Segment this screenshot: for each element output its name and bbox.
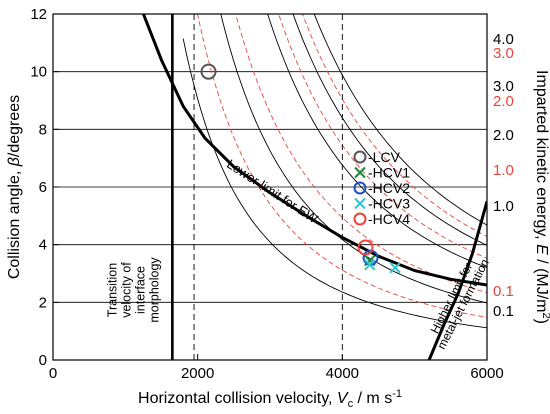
lower-limit-curve <box>142 14 487 287</box>
legend-label-HCV3: -HCV3 <box>368 196 410 212</box>
y-tick-label-0: 0 <box>39 352 47 369</box>
energy-label-2.0-black: 2.0 <box>493 127 514 144</box>
energy-contour-0.1-black <box>182 38 487 329</box>
point-LCV-0 <box>200 63 217 80</box>
energy-label-1.0-red: 1.0 <box>493 162 514 179</box>
energy-label-3.0-black: 3.0 <box>493 78 514 95</box>
energy-label-4.0-black: 4.0 <box>493 31 514 48</box>
energy-label-2.0-red: 2.0 <box>493 93 514 110</box>
y-axis-label: Collision angle, β/degrees <box>6 95 23 279</box>
energy-contour-2.0-black <box>267 14 487 269</box>
x-axis-label: Horizontal collision velocity, Vc / m s-… <box>138 388 402 409</box>
energy-label-0.1-red: 0.1 <box>493 283 514 300</box>
gridlines <box>53 71 487 303</box>
legend-marker-HCV3 <box>354 197 366 210</box>
y-tick-label-10: 10 <box>30 64 47 81</box>
data-points <box>200 63 401 274</box>
energy-contour-3.0-red <box>301 14 487 237</box>
y-tick-label-8: 8 <box>39 121 47 138</box>
x-tick-label-0: 0 <box>49 365 57 382</box>
energy-contour-0.1-red <box>197 14 487 318</box>
transition-label-line-4: morphology <box>147 257 161 323</box>
legend-label-HCV4: -HCV4 <box>368 211 410 227</box>
y-tick-label-2: 2 <box>39 294 47 311</box>
x-tick-label-4000: 4000 <box>326 365 359 382</box>
higher-limit-curve <box>427 200 487 360</box>
x-tick-label-2000: 2000 <box>181 365 214 382</box>
y-tick-label-12: 12 <box>30 6 47 23</box>
legend-label-LCV: -LCV <box>368 149 401 165</box>
lower-limit-label: Lower limit for EW <box>224 156 321 226</box>
energy-contour-2.0-red <box>278 14 487 259</box>
legend-label-HCV1: -HCV1 <box>368 165 410 181</box>
axes: 0 2000 4000 6000 0 2 4 6 8 10 12 Horizontal collisi… <box>6 6 550 410</box>
right-axis-label: Imparted kinetic energy, E / (MJ/m2) <box>533 70 550 324</box>
legend-marker-HCV1-b <box>354 166 366 179</box>
legend-marker-HCV3-b <box>354 197 366 210</box>
legend-marker-HCV4 <box>353 212 367 226</box>
transition-label-line-1: Transition <box>105 263 119 317</box>
transition-label-line-2: velocity of <box>119 262 133 318</box>
legend-marker-HCV2 <box>353 181 367 195</box>
energy-contour-1.0-black <box>220 14 487 304</box>
point-HCV4-0 <box>357 239 374 256</box>
energy-contour-4.0-black <box>313 14 487 226</box>
energy-label-0.1-black: 0.1 <box>493 303 514 320</box>
vertical-reference-lines <box>171 14 343 360</box>
legend: -LCV-HCV1-HCV2-HCV3-HCV4 <box>353 149 410 227</box>
y-tick-label-4: 4 <box>39 237 47 254</box>
energy-label-3.0-red: 3.0 <box>493 45 514 62</box>
energy-contour-3.0-black <box>292 14 487 246</box>
x-tick-label-6000: 6000 <box>470 365 503 382</box>
limit-curves <box>142 14 487 360</box>
point-HCV3-0 <box>364 259 376 271</box>
point-HCV3-stroke-b <box>389 262 401 274</box>
legend-marker-HCV1 <box>354 166 366 179</box>
legend-marker-LCV <box>353 150 367 164</box>
point-HCV3-stroke-b <box>364 259 376 271</box>
energy-label-1.0-black: 1.0 <box>493 198 514 215</box>
transition-label-line-3: interface <box>133 266 147 314</box>
legend-label-HCV2: -HCV2 <box>368 180 410 196</box>
transition-label: Transition velocity of interface morphology <box>105 257 161 323</box>
y-tick-label-6: 6 <box>39 179 47 196</box>
point-HCV3-1 <box>389 262 401 274</box>
